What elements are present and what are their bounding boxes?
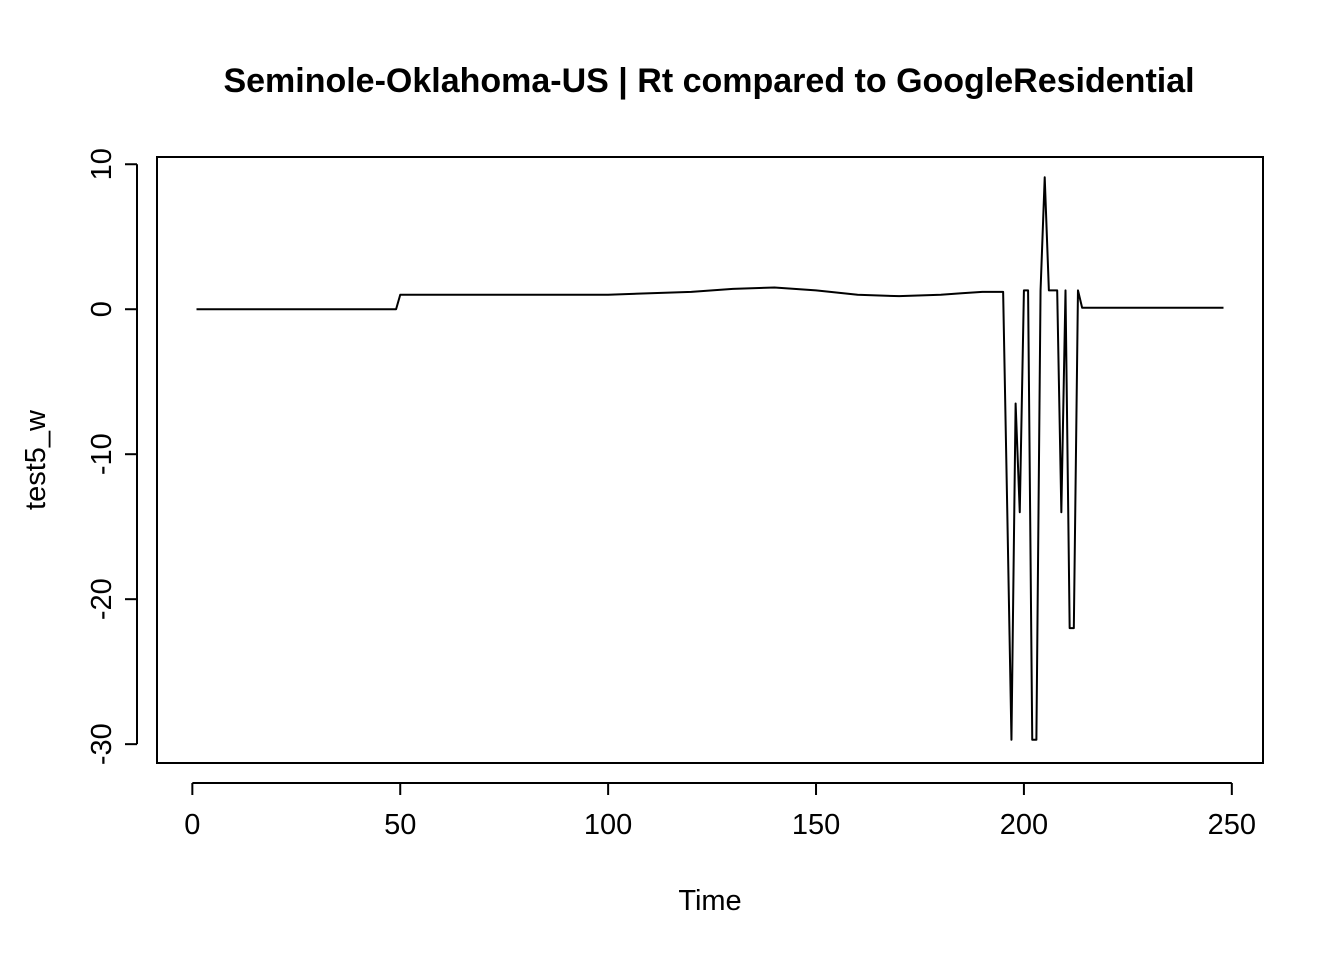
y-axis: -30 -20 -10 0 10 (86, 148, 138, 765)
series-line (196, 176, 1224, 741)
y-tick-label: 0 (86, 301, 118, 317)
x-tick-label: 150 (792, 809, 840, 841)
y-tick-label: -10 (86, 433, 118, 475)
y-tick-label: -20 (86, 578, 118, 620)
x-tick-label: 100 (584, 809, 632, 841)
x-axis-label: Time (678, 885, 741, 917)
x-axis: 0 50 100 150 200 250 (184, 782, 1256, 841)
chart-title: Seminole-Oklahoma-US | Rt compared to Go… (223, 62, 1194, 100)
y-axis-label: test5_w (20, 409, 52, 510)
x-tick-label: 250 (1208, 809, 1256, 841)
x-tick-label: 50 (384, 809, 416, 841)
y-tick-label: -30 (86, 723, 118, 765)
x-tick-label: 0 (184, 809, 200, 841)
plot-frame (156, 156, 1264, 764)
y-tick-label: 10 (86, 148, 118, 180)
x-tick-label: 200 (1000, 809, 1048, 841)
